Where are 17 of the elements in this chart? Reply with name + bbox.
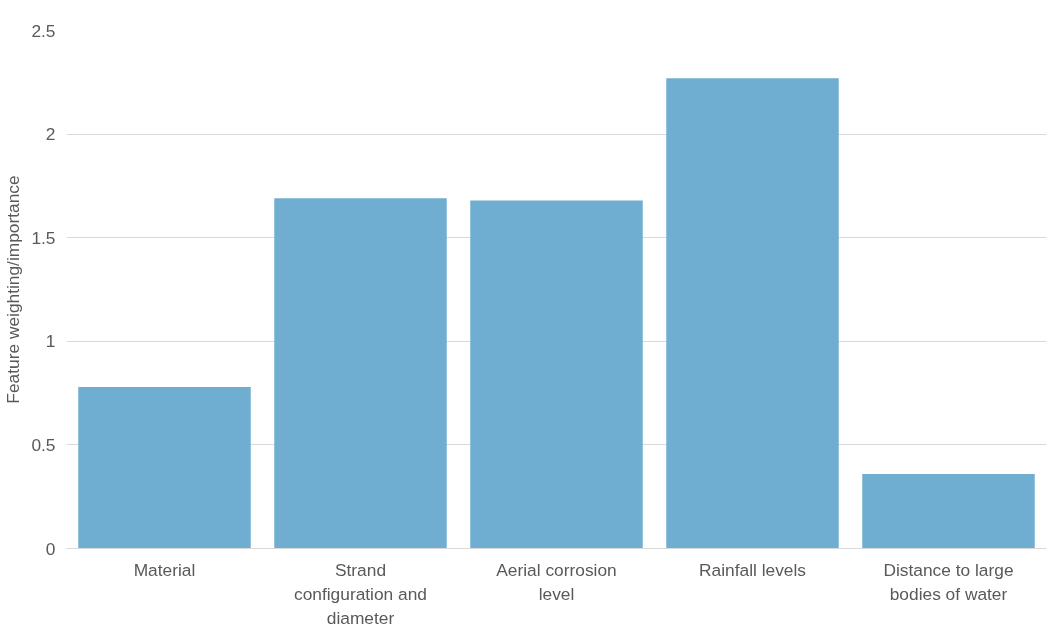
x-tick-label: Material [133,559,196,580]
bar [274,198,447,549]
y-tick-label: 0.5 [31,434,56,455]
y-tick-label: 2.5 [31,20,56,41]
y-tick-label: 0 [45,538,56,559]
x-tick-label: Strand configuration and diameter [294,559,427,628]
bar [862,473,1035,549]
y-tick-label: 1 [45,331,56,352]
x-tick-label: Aerial corrosion level [496,559,617,604]
x-tick-label: Rainfall levels [699,559,807,580]
y-tick-label: 2 [45,124,56,145]
y-axis-title: Feature weighting/importance [3,175,24,404]
bar [470,200,643,549]
bar [78,386,251,549]
x-tick-label: Distance to large bodies of water [883,559,1014,604]
y-tick-label: 1.5 [31,227,56,248]
bar [666,78,839,549]
